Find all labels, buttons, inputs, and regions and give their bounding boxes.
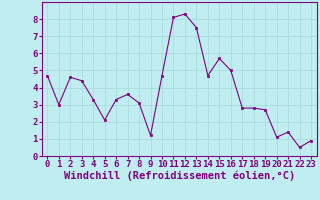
X-axis label: Windchill (Refroidissement éolien,°C): Windchill (Refroidissement éolien,°C): [64, 171, 295, 181]
